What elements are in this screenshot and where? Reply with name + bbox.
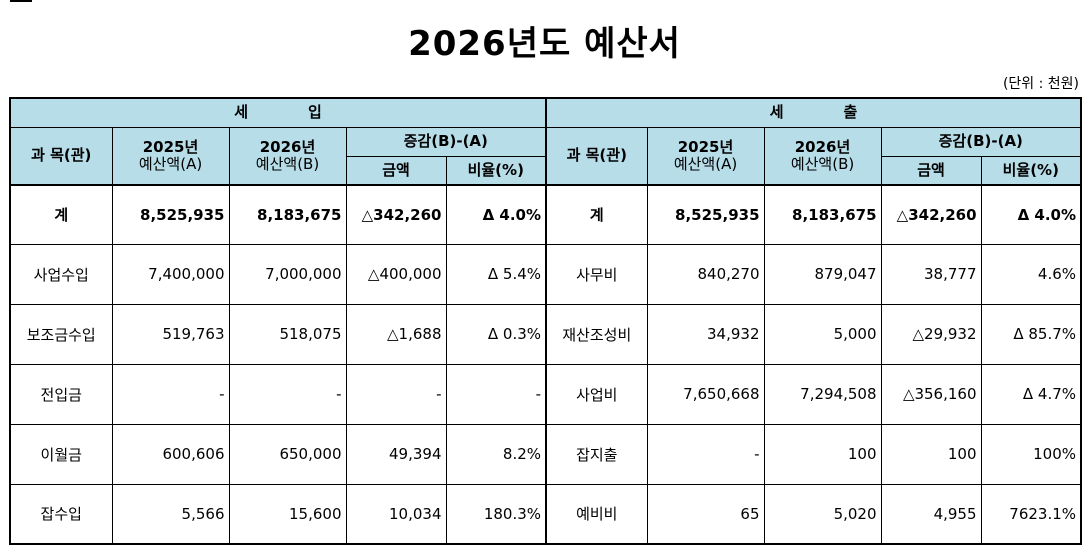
- exp-item-cell: 예비비: [545, 483, 648, 545]
- rev-curr-cell: 15,600: [228, 483, 347, 545]
- rev-ratio-cell: Δ 4.0%: [445, 184, 547, 245]
- rev-prev-cell: 519,763: [111, 303, 230, 365]
- rev-diff-cell: 49,394: [345, 423, 447, 485]
- rev-col-curr-amount: 예산액(B): [255, 154, 320, 173]
- exp-col-amount: 금액: [880, 155, 982, 186]
- rev-prev-cell: 8,525,935: [111, 184, 230, 245]
- exp-item-cell: 재산조성비: [545, 303, 648, 365]
- exp-prev-cell: 65: [646, 483, 765, 545]
- rev-col-item: 과 목(관): [9, 126, 113, 186]
- rev-curr-cell: 650,000: [228, 423, 347, 485]
- exp-diff-cell: △342,260: [880, 184, 982, 245]
- exp-col-prev: 2025년 예산액(A): [646, 126, 765, 186]
- rev-diff-cell: △1,688: [345, 303, 447, 365]
- table-row: 전입금 - - - - 사업비 7,650,668 7,294,508 △356,160 Δ 4.…: [9, 363, 1083, 425]
- rev-col-amount: 금액: [345, 155, 447, 186]
- rev-diff-cell: △400,000: [345, 243, 447, 305]
- rev-curr-cell: 518,075: [228, 303, 347, 365]
- rev-ratio-cell: 8.2%: [445, 423, 547, 485]
- rev-ratio-cell: -: [445, 363, 547, 425]
- exp-item-cell: 사업비: [545, 363, 648, 425]
- rev-curr-cell: -: [228, 363, 347, 425]
- unit-label: (단위 : 천원): [1002, 76, 1079, 92]
- rev-item-cell: 전입금: [9, 363, 113, 425]
- exp-col-change: 증감(B)-(A): [880, 126, 1083, 157]
- rev-curr-cell: 7,000,000: [228, 243, 347, 305]
- table-row: 이월금 600,606 650,000 49,394 8.2% 잡지출 -100 100 100…: [9, 423, 1083, 485]
- exp-ratio-cell: Δ 4.0%: [980, 184, 1083, 245]
- exp-curr-cell: 100: [763, 423, 882, 485]
- rev-item-cell: 사업수입: [9, 243, 113, 305]
- revenue-section-label-b: 입: [308, 103, 322, 122]
- table-row: 사업수입 7,400,000 7,000,000 △400,000 Δ 5.4% 사무비 8…: [9, 243, 1083, 305]
- rev-diff-cell: △342,260: [345, 184, 447, 245]
- corner-mark: [10, 0, 32, 2]
- rev-curr-cell: 8,183,675: [228, 184, 347, 245]
- exp-col-curr: 2026년 예산액(B): [763, 126, 882, 186]
- exp-curr-cell: 5,020: [763, 483, 882, 545]
- rev-ratio-cell: Δ 5.4%: [445, 243, 547, 305]
- exp-col-prev-amount: 예산액(A): [673, 154, 738, 173]
- header-row-2: 과 목(관) 2025년 예산액(A) 2026년 예산액(B) 증감(B)-(…: [9, 126, 1083, 186]
- exp-col-ratio: 비율(%): [980, 155, 1083, 186]
- revenue-section-label-a: 세: [234, 103, 248, 122]
- header-row-3: 금액 비율(%) 금액 비율(%): [10, 155, 1083, 186]
- exp-prev-cell: 34,932: [646, 303, 765, 365]
- exp-prev-cell: 7,650,668: [646, 363, 765, 425]
- exp-curr-cell: 7,294,508: [763, 363, 882, 425]
- exp-prev-cell: 8,525,935: [646, 184, 765, 245]
- rev-col-prev-year: 2025년: [142, 137, 199, 156]
- rev-prev-cell: 5,566: [111, 483, 230, 545]
- rev-col-curr-year: 2026년: [259, 137, 316, 156]
- exp-col-curr-year: 2026년: [794, 137, 851, 156]
- exp-ratio-cell: 4.6%: [980, 243, 1083, 305]
- expenditure-section-label-a: 세: [769, 103, 784, 122]
- exp-col-prev-year: 2025년: [677, 137, 734, 156]
- rev-diff-cell: -: [345, 363, 447, 425]
- rev-item-cell: 잡수입: [9, 483, 113, 545]
- rev-col-prev: 2025년 예산액(A): [111, 126, 230, 186]
- exp-diff-cell: △29,932: [880, 303, 982, 365]
- total-row: 계 8,525,935 8,183,675 △342,260 Δ 4.0% 계 8,525,…: [9, 184, 1083, 245]
- page-title: 2026년도 예산서: [408, 24, 681, 64]
- exp-prev-cell: 840,270: [646, 243, 765, 305]
- exp-ratio-cell: Δ 85.7%: [980, 303, 1083, 365]
- exp-prev-cell: -: [646, 423, 765, 485]
- exp-item-cell: 사무비: [545, 243, 648, 305]
- rev-diff-cell: 10,034: [345, 483, 447, 545]
- rev-col-curr: 2026년 예산액(B): [228, 126, 347, 186]
- exp-diff-cell: 100: [880, 423, 982, 485]
- table-row: 보조금수입 519,763 518,075 △1,688 Δ 0.3% 재산조성비 34,9…: [9, 303, 1083, 365]
- rev-item-cell: 보조금수입: [9, 303, 113, 365]
- exp-diff-cell: 38,777: [880, 243, 982, 305]
- rev-col-change: 증감(B)-(A): [345, 126, 547, 157]
- rev-ratio-cell: Δ 0.3%: [445, 303, 547, 365]
- table-row: 잡수입 5,566 15,600 10,034 180.3% 예비비 65 5,020 4,95…: [9, 483, 1083, 545]
- expenditure-section-label-b: 출: [843, 103, 858, 122]
- exp-curr-cell: 879,047: [763, 243, 882, 305]
- rev-prev-cell: 600,606: [111, 423, 230, 485]
- exp-ratio-cell: Δ 4.7%: [980, 363, 1083, 425]
- exp-diff-cell: 4,955: [880, 483, 982, 545]
- rev-col-ratio: 비율(%): [445, 155, 547, 186]
- rev-col-prev-amount: 예산액(A): [138, 154, 203, 173]
- exp-ratio-cell: 100%: [980, 423, 1083, 485]
- exp-curr-cell: 8,183,675: [763, 184, 882, 245]
- rev-item-cell: 이월금: [9, 423, 113, 485]
- exp-curr-cell: 5,000: [763, 303, 882, 365]
- exp-ratio-cell: 7623.1%: [980, 483, 1083, 545]
- rev-item-cell: 계: [9, 184, 113, 245]
- exp-col-curr-amount: 예산액(B): [790, 154, 855, 173]
- rev-ratio-cell: 180.3%: [445, 483, 547, 545]
- exp-item-cell: 계: [545, 184, 648, 245]
- exp-item-cell: 잡지출: [545, 423, 648, 485]
- rev-prev-cell: 7,400,000: [111, 243, 230, 305]
- exp-col-item: 과 목(관): [545, 126, 648, 186]
- exp-diff-cell: △356,160: [880, 363, 982, 425]
- rev-prev-cell: -: [111, 363, 230, 425]
